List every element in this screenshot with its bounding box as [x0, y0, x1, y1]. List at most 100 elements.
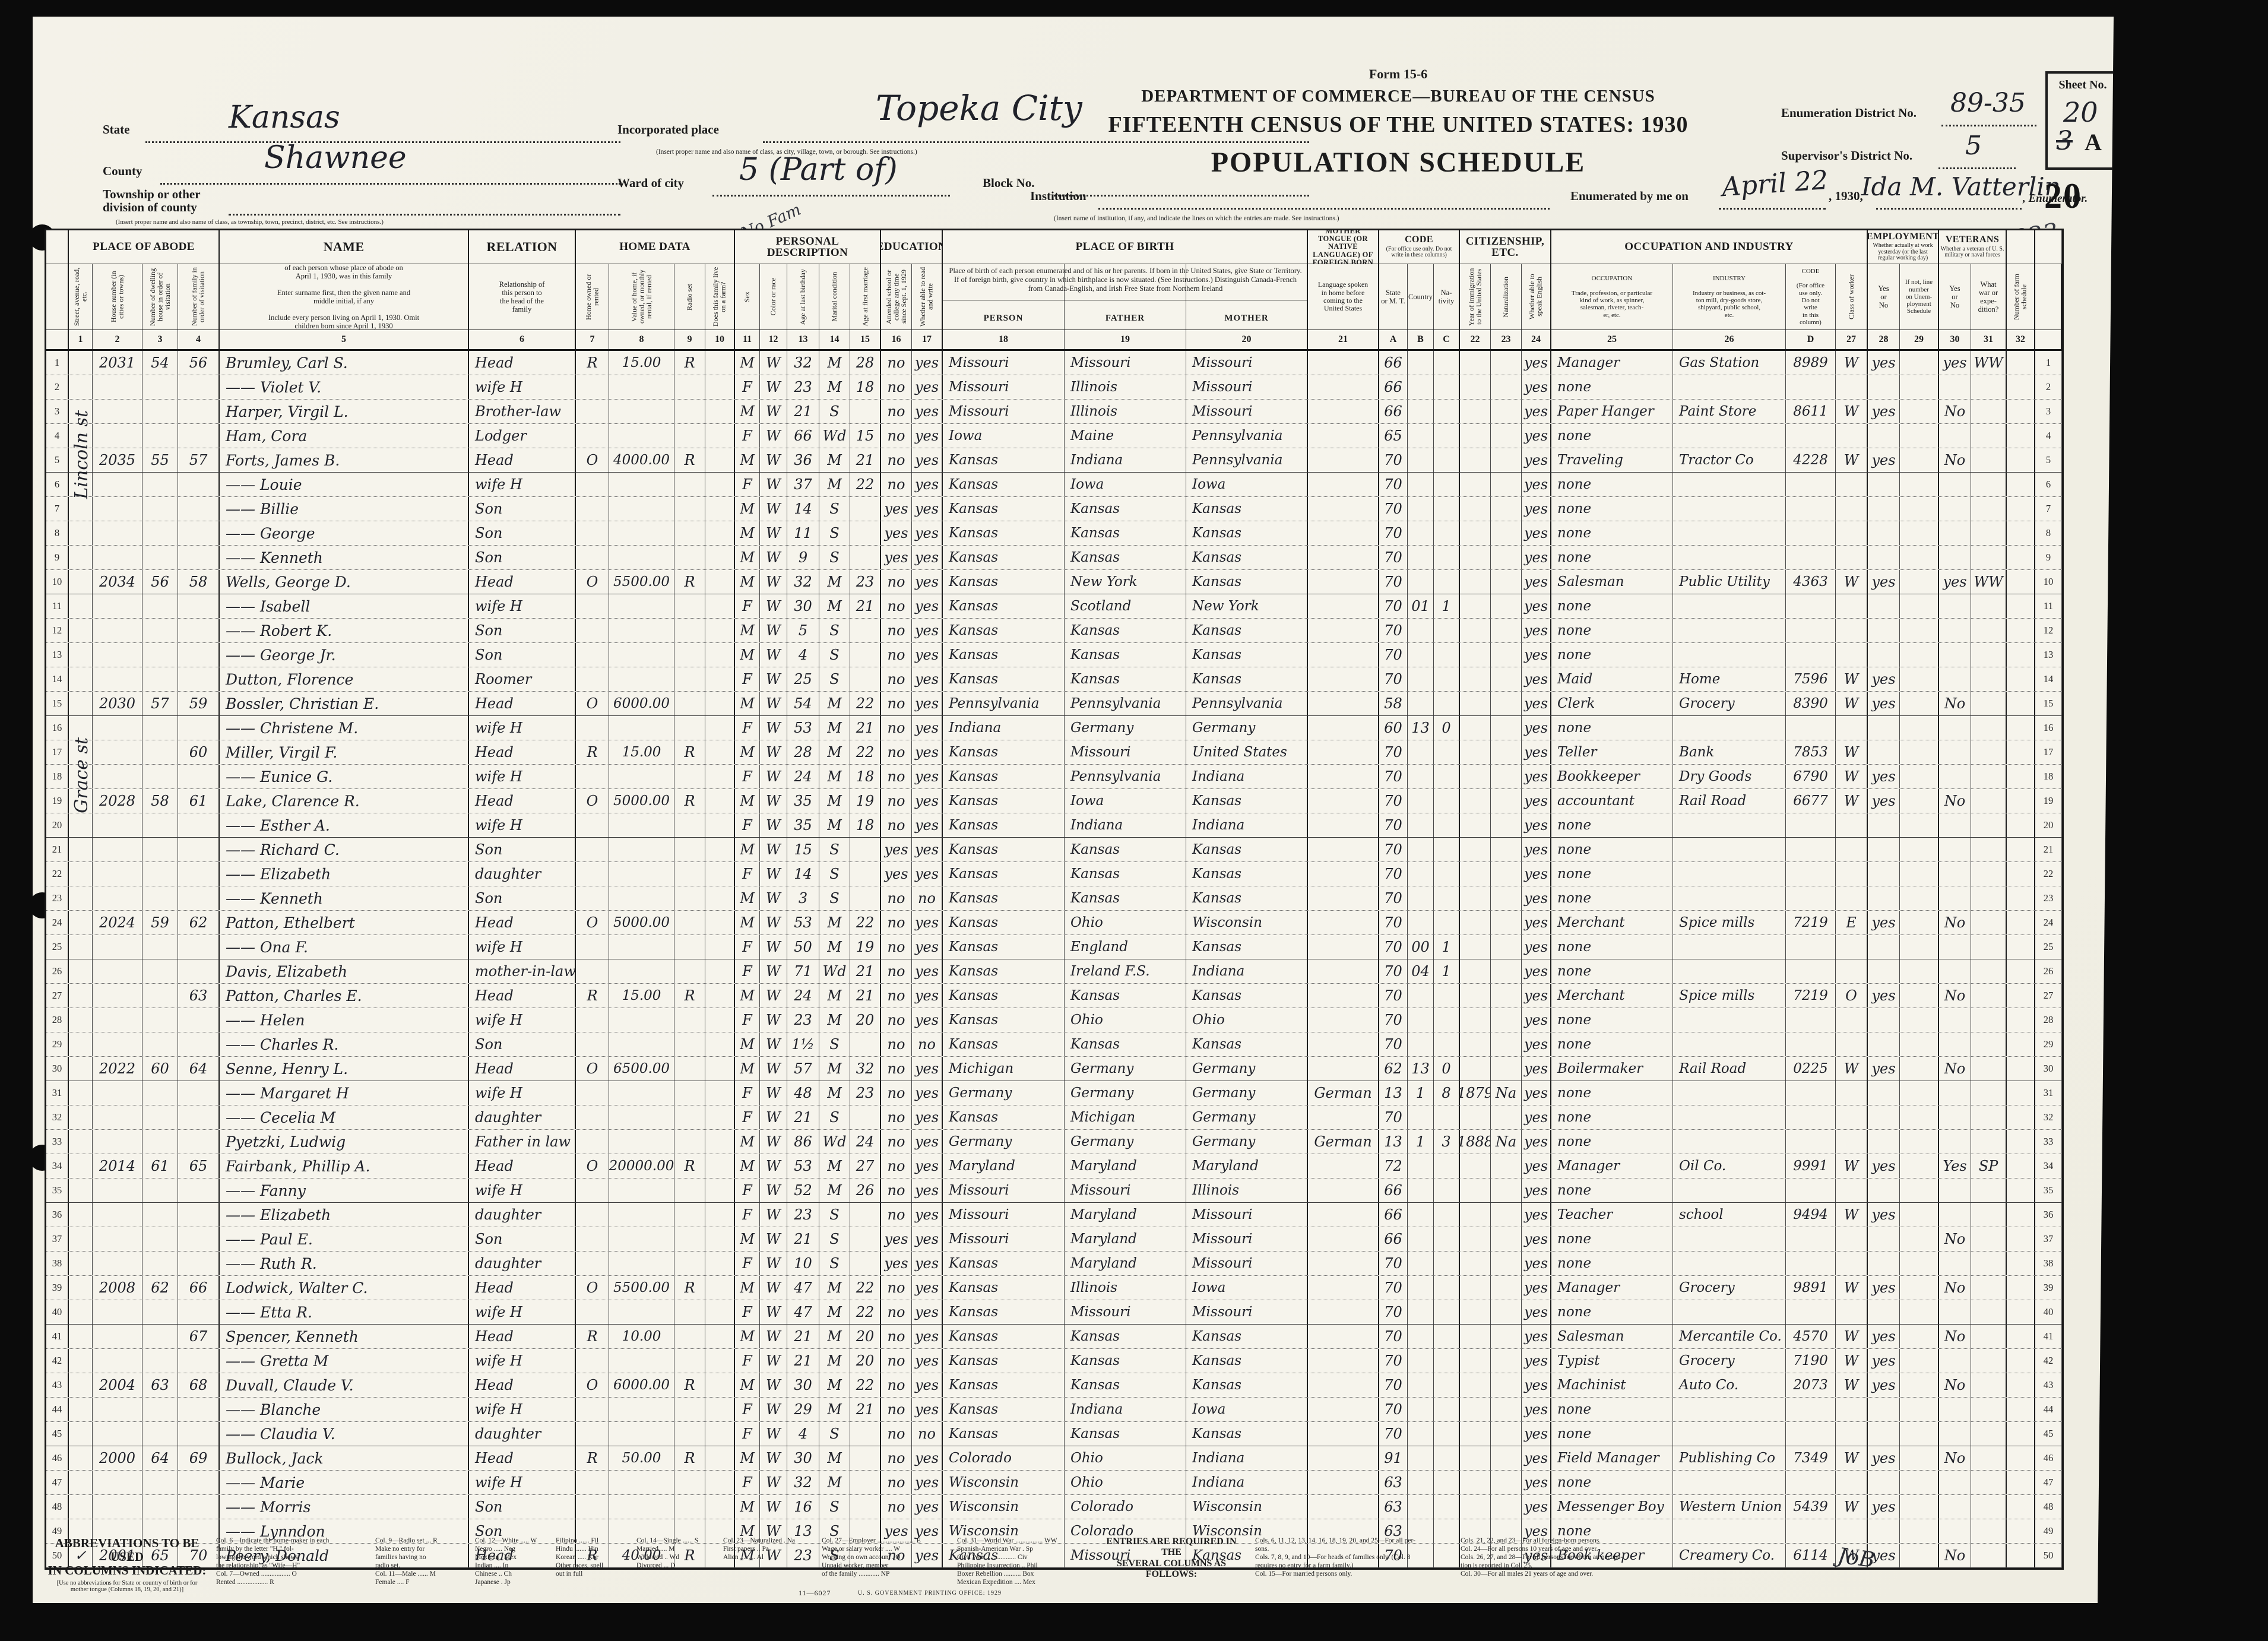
cell-val — [609, 886, 674, 910]
cell-ln2: 34 — [2035, 1154, 2062, 1178]
cell-pf: Missouri — [1065, 1179, 1186, 1202]
cell-street — [69, 497, 93, 521]
cell-cd — [1786, 1252, 1836, 1275]
cell-vet — [1939, 1349, 1971, 1373]
cell-own — [576, 886, 609, 910]
cell-wk — [1868, 1008, 1900, 1032]
cell-occ: none — [1551, 643, 1673, 667]
cell-fam: 66 — [178, 1276, 220, 1300]
cell-pb: Kansas — [943, 1544, 1065, 1567]
cell-mar: M — [819, 935, 850, 959]
cell-un — [1900, 935, 1939, 959]
cell-mar: M — [819, 1325, 850, 1348]
cell-pf: Michigan — [1065, 1105, 1186, 1129]
cell-ind: Spice mills — [1673, 911, 1786, 934]
cell-nat — [1491, 1057, 1522, 1081]
cell-race: W — [760, 886, 787, 910]
cell-pf: Illinois — [1065, 400, 1186, 423]
cell-fs — [2007, 789, 2035, 813]
cell-rw: yes — [912, 521, 943, 545]
cell-rw: yes — [912, 789, 943, 813]
cell-en: yes — [1522, 1057, 1551, 1081]
column-heading-rw: Whether able to read and write — [912, 264, 943, 330]
cell-en: yes — [1522, 1398, 1551, 1421]
cell-age: 5 — [787, 619, 819, 642]
cell-cw — [1836, 594, 1868, 618]
cell-vet — [1939, 546, 1971, 569]
cell-ln2: 30 — [2035, 1057, 2062, 1081]
cell-war — [1971, 765, 2007, 788]
margin-scribble: JoB — [1836, 1543, 1877, 1573]
cell-house — [93, 375, 142, 399]
cell-cb — [1408, 1422, 1434, 1446]
cell-pf: Germany — [1065, 1057, 1186, 1081]
cell-sch: yes — [881, 1227, 912, 1251]
cell-dw — [142, 1179, 178, 1202]
cell-street — [69, 1398, 93, 1421]
cell-pf: Maryland — [1065, 1154, 1186, 1178]
cell-en: yes — [1522, 1349, 1551, 1373]
cell-ind — [1673, 1422, 1786, 1446]
cell-name: Lodwick, Walter C. — [220, 1276, 469, 1300]
cell-nat — [1491, 546, 1522, 569]
cell-radio — [674, 473, 705, 496]
cell-cd — [1786, 935, 1836, 959]
cell-war — [1971, 643, 2007, 667]
cell-name: —— George Jr. — [220, 643, 469, 667]
cell-mar: M — [819, 1446, 850, 1470]
cell-cw — [1836, 1081, 1868, 1105]
cell-dw: 65 — [142, 1544, 178, 1567]
cell-war: WW — [1971, 351, 2007, 375]
cell-cw — [1836, 546, 1868, 569]
cell-nat — [1491, 424, 1522, 448]
cell-im — [1460, 765, 1491, 788]
cell-pb: Kansas — [943, 546, 1065, 569]
cell-un — [1900, 886, 1939, 910]
cell-nat — [1491, 1373, 1522, 1397]
cell-cd — [1786, 643, 1836, 667]
cell-war — [1971, 838, 2007, 861]
cell-agem: 19 — [850, 789, 881, 813]
cell-cd — [1786, 521, 1836, 545]
cell-own: O — [576, 1276, 609, 1300]
cell-pb: Missouri — [943, 400, 1065, 423]
cell-rel: Son — [469, 521, 576, 545]
cell-radio: R — [674, 1544, 705, 1567]
cell-occ: none — [1551, 1179, 1673, 1202]
cell-name: —— Margaret H — [220, 1081, 469, 1105]
cell-ln: 13 — [46, 643, 69, 667]
cell-mt — [1308, 1179, 1379, 1202]
cell-ln: 45 — [46, 1422, 69, 1446]
cell-radio — [674, 935, 705, 959]
cell-pb: Kansas — [943, 959, 1065, 983]
cell-agem — [850, 1422, 881, 1446]
cell-im — [1460, 375, 1491, 399]
cell-rel: Head — [469, 351, 576, 375]
cell-agem: 18 — [850, 765, 881, 788]
cell-house — [93, 1325, 142, 1348]
cell-ca: 70 — [1379, 643, 1408, 667]
cell-street — [69, 1105, 93, 1129]
cell-own — [576, 1495, 609, 1519]
cell-cb: 01 — [1408, 594, 1434, 618]
cell-farm — [705, 716, 735, 740]
cell-rel: wife H — [469, 1008, 576, 1032]
cell-pb: Kansas — [943, 838, 1065, 861]
cell-cw: W — [1836, 692, 1868, 715]
column-group: PLACE OF BIRTH — [943, 230, 1308, 264]
cell-race: W — [760, 984, 787, 1008]
cell-rw: no — [912, 1422, 943, 1446]
cell-street — [69, 838, 93, 861]
cell-ca: 66 — [1379, 1179, 1408, 1202]
cell-farm — [705, 984, 735, 1008]
cell-ln: 23 — [46, 886, 69, 910]
cell-mar: M — [819, 740, 850, 764]
column-heading-ca: State or M. T. — [1379, 264, 1408, 330]
cell-rw: yes — [912, 594, 943, 618]
cell-cc — [1434, 643, 1460, 667]
cell-race: W — [760, 813, 787, 837]
cell-farm — [705, 740, 735, 764]
cell-name: —— Kenneth — [220, 886, 469, 910]
